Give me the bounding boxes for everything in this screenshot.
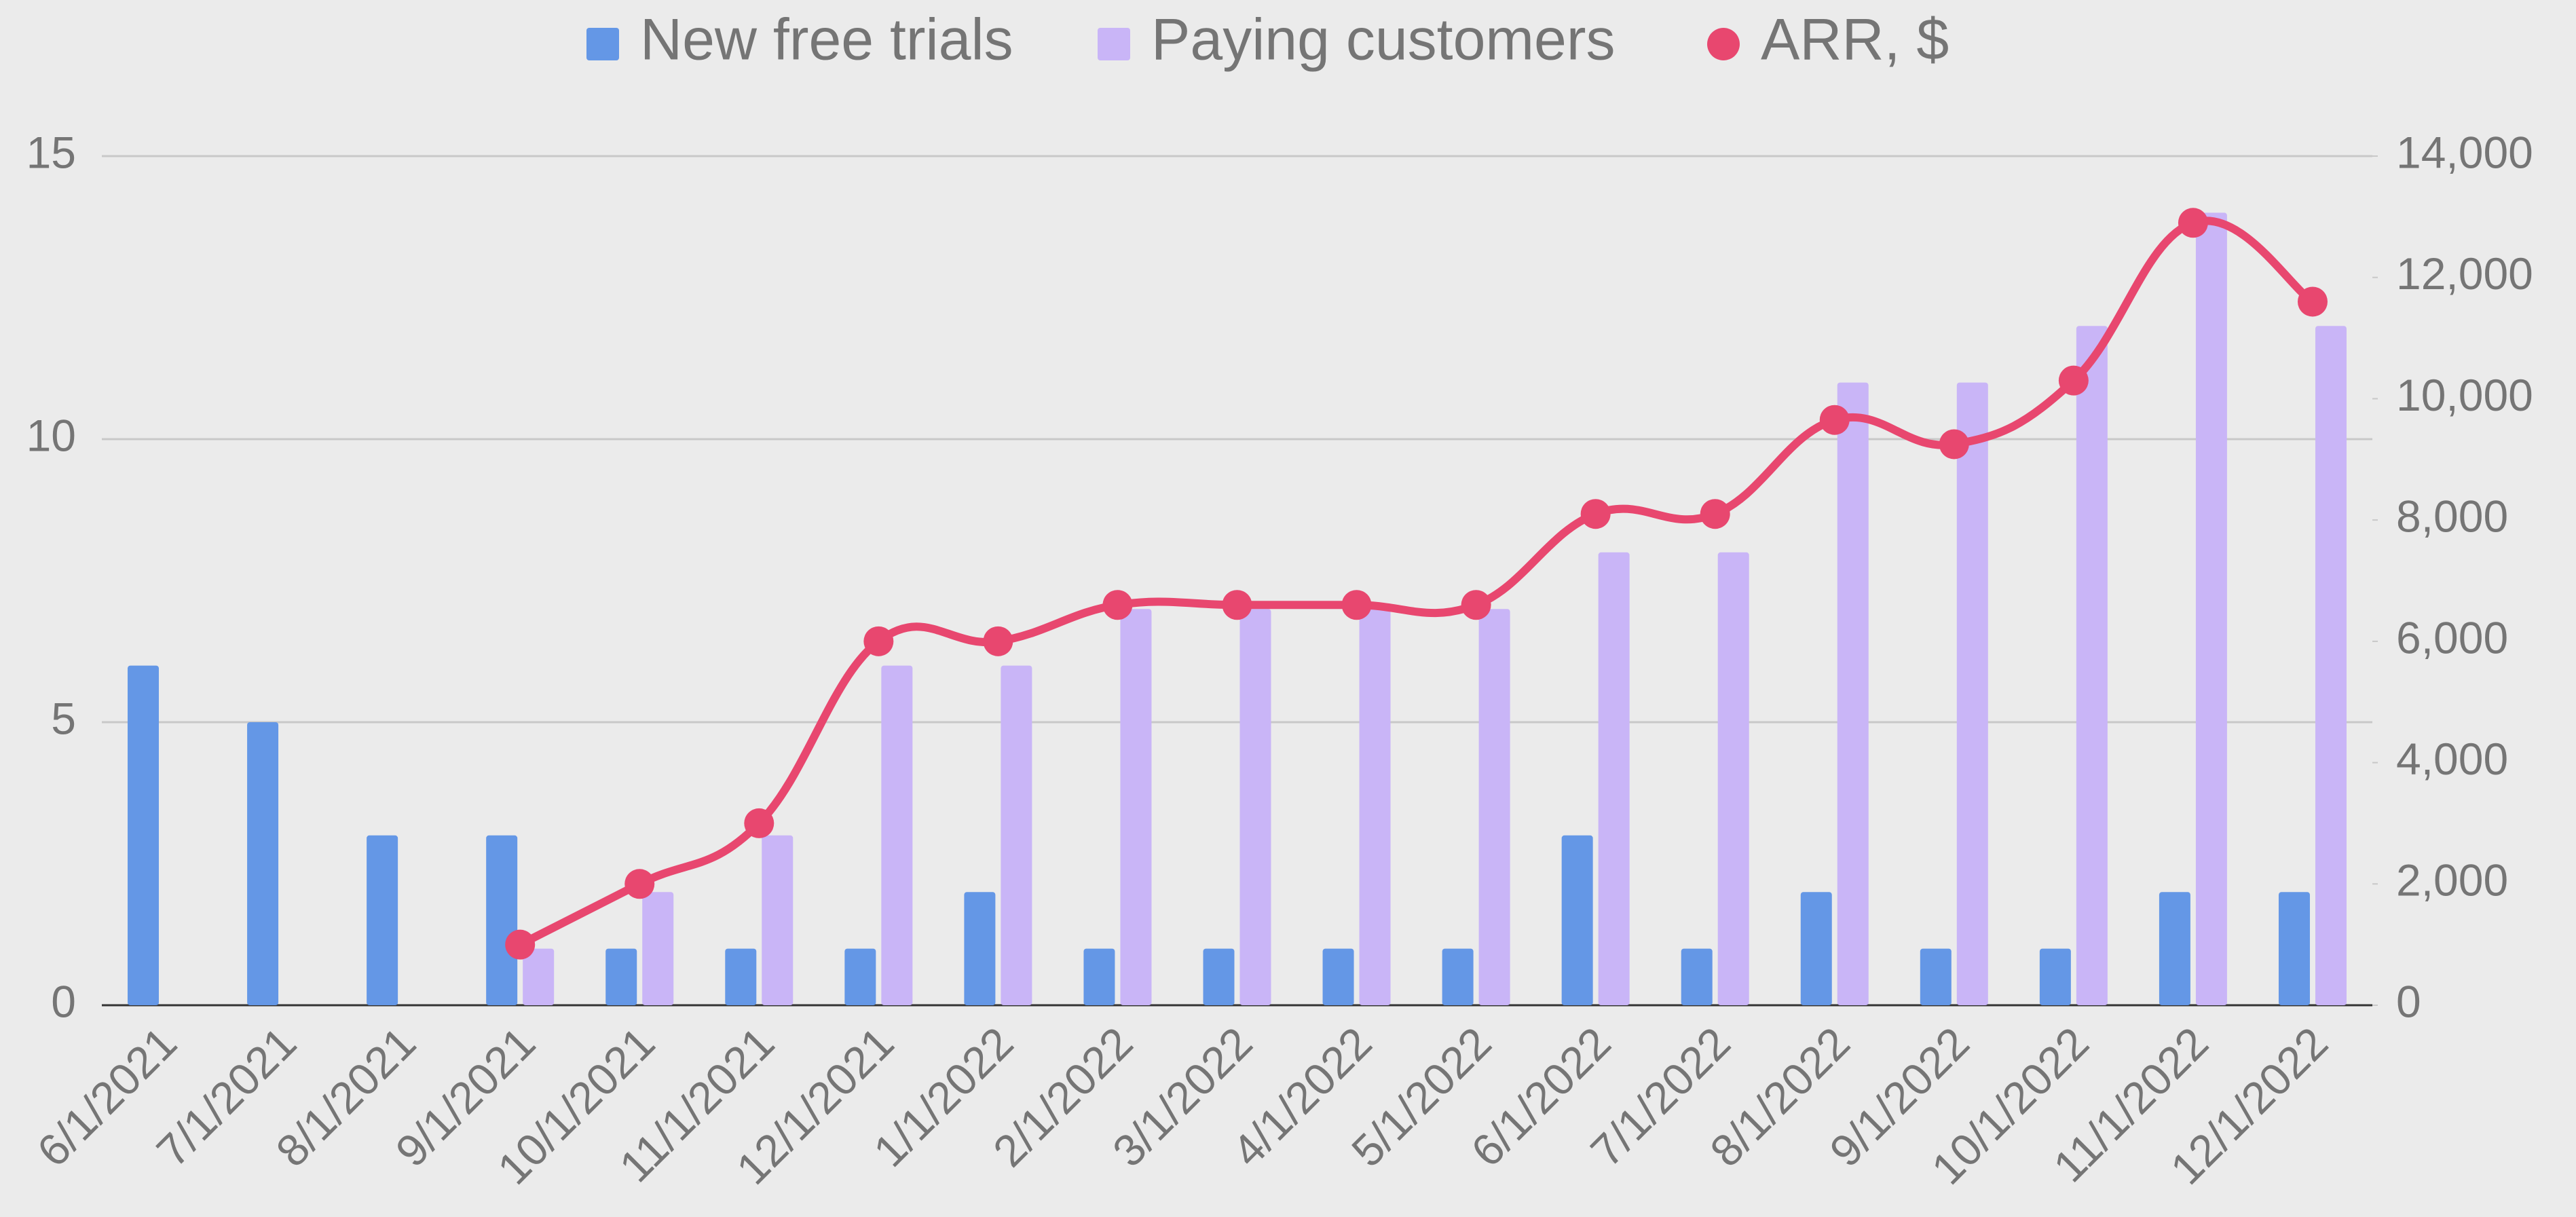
point [624,869,655,899]
point [1222,590,1252,620]
bar [881,665,913,1005]
bar [1837,382,1869,1005]
point [1819,405,1850,435]
bar [523,948,555,1005]
legend-label: New free trials [640,7,1013,73]
bar [1322,948,1354,1005]
bar [1239,609,1271,1005]
legend-label: Paying customers [1151,7,1616,73]
legend-marker [586,28,619,60]
point [505,929,536,960]
y2-tick-label: 4,000 [2396,734,2508,784]
bar [1359,609,1391,1005]
bar [1717,552,1749,1005]
bar [762,835,794,1005]
y-tick-label: 0 [51,976,76,1026]
point [863,626,894,656]
bar [1478,609,1510,1005]
y2-tick-label: 0 [2396,976,2421,1026]
y2-tick-label: 14,000 [2396,127,2533,177]
bar [2076,326,2108,1005]
bar [2195,212,2227,1005]
bar [844,948,876,1005]
bar [2039,948,2071,1005]
bar [1083,948,1115,1005]
point [2058,365,2089,396]
y2-tick-label: 2,000 [2396,855,2508,905]
bar [1442,948,1474,1005]
point [2297,286,2328,317]
point [983,626,1013,656]
bar [964,892,996,1005]
point [1102,590,1133,620]
y2-tick-label: 8,000 [2396,491,2508,542]
bar [486,835,518,1005]
bar [725,948,757,1005]
legend-marker [1098,28,1130,60]
bar [1001,665,1032,1005]
bar [642,892,674,1005]
y2-tick-label: 10,000 [2396,370,2533,420]
point [2178,208,2208,238]
bar [1120,609,1152,1005]
point [1580,499,1611,529]
point [1700,499,1730,529]
point [1341,590,1372,620]
bar [2159,892,2190,1005]
bar [247,722,279,1005]
y-tick-label: 5 [51,693,76,743]
point [1939,429,1969,460]
y2-tick-label: 6,000 [2396,612,2508,662]
point [1461,590,1491,620]
y-tick-label: 15 [26,127,76,177]
line [516,217,2317,949]
bar [128,665,160,1005]
y-tick-label: 10 [26,410,76,460]
bar [1956,382,1988,1005]
point [744,808,774,838]
bar [1681,948,1713,1005]
bar [605,948,637,1005]
y2-tick-label: 12,000 [2396,248,2533,299]
bar [367,835,398,1005]
bar [1561,835,1593,1005]
bar [1598,552,1630,1005]
bar [1920,948,1952,1005]
bar [1203,948,1235,1005]
bar [2278,892,2310,1005]
bar [1800,892,1832,1005]
legend-label: ARR, $ [1761,7,1949,73]
bar [2315,326,2347,1005]
legend-marker [1707,28,1740,60]
